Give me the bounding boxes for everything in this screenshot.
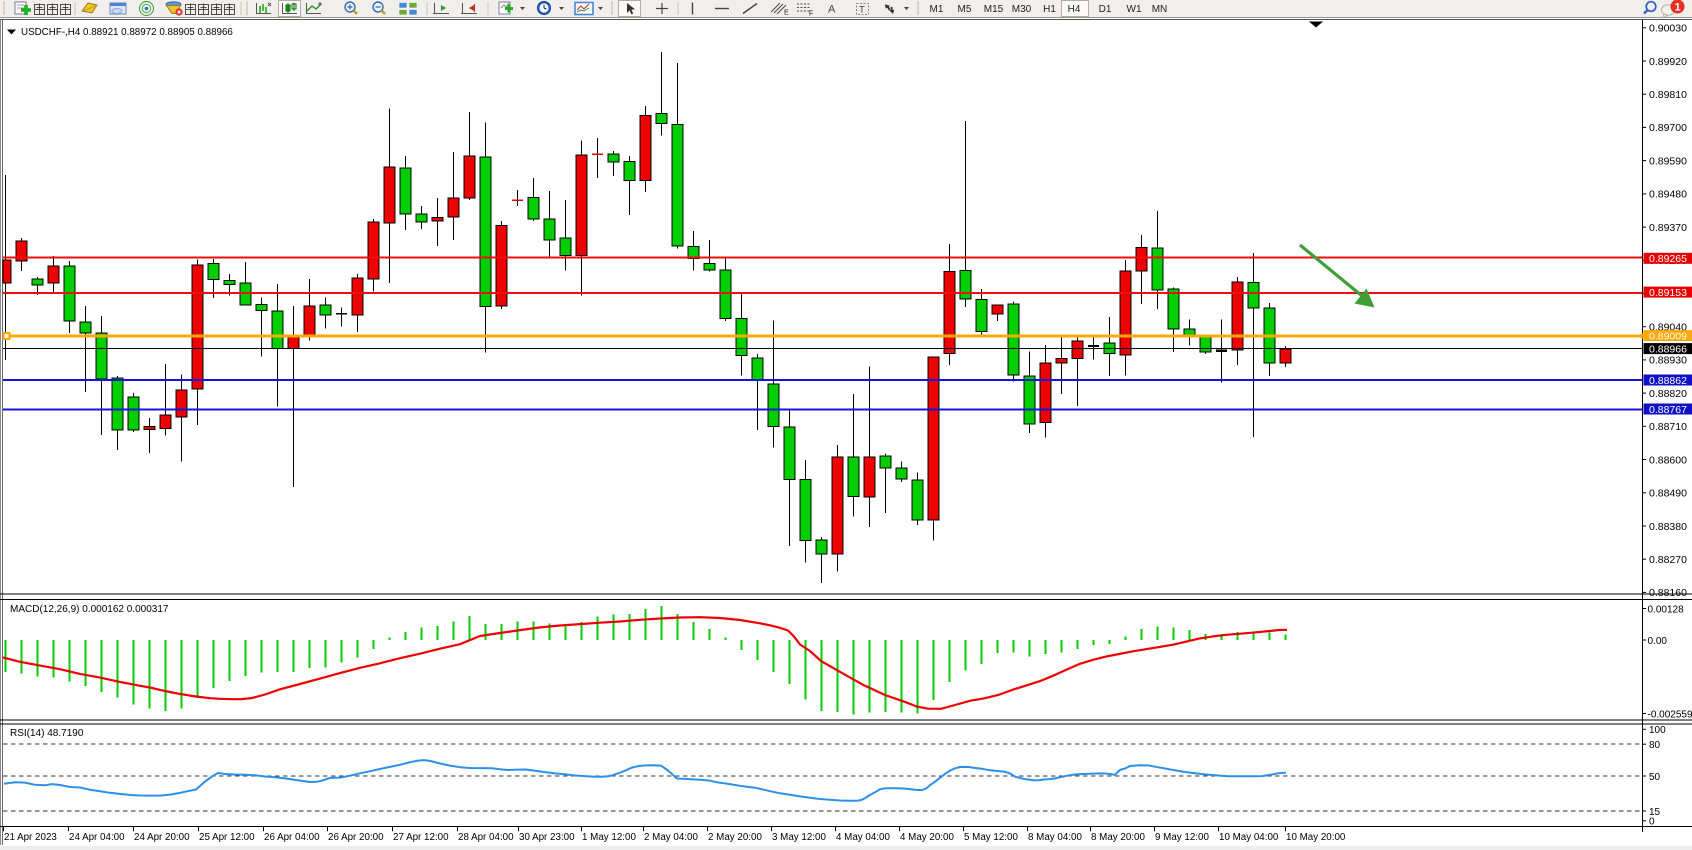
svg-text:E: E xyxy=(784,10,789,17)
svg-text:100: 100 xyxy=(1649,725,1666,736)
svg-text:M5: M5 xyxy=(958,4,972,15)
svg-text:0.89810: 0.89810 xyxy=(1649,89,1687,101)
svg-text:0.88380: 0.88380 xyxy=(1649,521,1687,533)
svg-text:8 May 04:00: 8 May 04:00 xyxy=(1028,832,1082,843)
svg-text:H1: H1 xyxy=(1043,4,1056,15)
svg-text:80: 80 xyxy=(1649,740,1661,751)
svg-text:0.88160: 0.88160 xyxy=(1649,587,1687,599)
svg-text:0.88862: 0.88862 xyxy=(1649,375,1687,387)
svg-text:0.89480: 0.89480 xyxy=(1649,189,1687,201)
svg-text:3 May 12:00: 3 May 12:00 xyxy=(772,832,826,843)
svg-text:0.89590: 0.89590 xyxy=(1649,155,1687,167)
svg-text:0.89153: 0.89153 xyxy=(1649,287,1687,299)
svg-text:1 May 12:00: 1 May 12:00 xyxy=(582,832,636,843)
svg-text:0.89700: 0.89700 xyxy=(1649,122,1687,134)
svg-text:15: 15 xyxy=(1649,807,1661,818)
svg-text:2 May 04:00: 2 May 04:00 xyxy=(644,832,698,843)
svg-text:4 May 04:00: 4 May 04:00 xyxy=(836,832,890,843)
svg-text:USDCHF-,H4 0.88921 0.88972 0.: USDCHF-,H4 0.88921 0.88972 0.88905 0.889… xyxy=(21,27,233,38)
svg-text:24 Apr 04:00: 24 Apr 04:00 xyxy=(69,832,125,843)
svg-text:27 Apr 12:00: 27 Apr 12:00 xyxy=(393,832,449,843)
svg-text:T: T xyxy=(859,5,865,16)
svg-text:M30: M30 xyxy=(1012,4,1032,15)
svg-text:M1: M1 xyxy=(930,4,944,15)
svg-text:9 May 12:00: 9 May 12:00 xyxy=(1155,832,1209,843)
svg-text:W1: W1 xyxy=(1127,4,1142,15)
svg-text:28 Apr 04:00: 28 Apr 04:00 xyxy=(458,832,514,843)
svg-text:0.88966: 0.88966 xyxy=(1649,343,1687,355)
svg-text:24 Apr 20:00: 24 Apr 20:00 xyxy=(134,832,190,843)
svg-text:-0.002559: -0.002559 xyxy=(1648,709,1692,720)
svg-text:RSI(14) 48.7190: RSI(14) 48.7190 xyxy=(10,728,84,739)
svg-text:0.88600: 0.88600 xyxy=(1649,454,1687,466)
svg-text:10 May 04:00: 10 May 04:00 xyxy=(1219,832,1279,843)
svg-text:0.89265: 0.89265 xyxy=(1649,253,1687,265)
svg-text:50: 50 xyxy=(1649,772,1661,783)
svg-text:F: F xyxy=(809,11,813,18)
svg-text:26 Apr 04:00: 26 Apr 04:00 xyxy=(264,832,320,843)
svg-text:0.88930: 0.88930 xyxy=(1649,355,1687,367)
svg-text:0.00128: 0.00128 xyxy=(1648,604,1685,615)
svg-text:4 May 20:00: 4 May 20:00 xyxy=(900,832,954,843)
svg-text:0.89009: 0.89009 xyxy=(1649,330,1687,342)
svg-text:0.88820: 0.88820 xyxy=(1649,388,1687,400)
svg-text:8 May 20:00: 8 May 20:00 xyxy=(1091,832,1145,843)
svg-text:25 Apr 12:00: 25 Apr 12:00 xyxy=(199,832,255,843)
svg-text:21 Apr 2023: 21 Apr 2023 xyxy=(4,832,57,843)
svg-text:MN: MN xyxy=(1152,4,1168,15)
svg-text:0.89370: 0.89370 xyxy=(1649,222,1687,234)
svg-text:0.89920: 0.89920 xyxy=(1649,56,1687,68)
svg-text:0.88270: 0.88270 xyxy=(1649,554,1687,566)
svg-text:0.00: 0.00 xyxy=(1648,636,1668,647)
svg-text:A: A xyxy=(828,4,836,16)
svg-text:10 May 20:00: 10 May 20:00 xyxy=(1286,832,1346,843)
svg-text:M15: M15 xyxy=(984,4,1004,15)
svg-text:2 May 20:00: 2 May 20:00 xyxy=(708,832,762,843)
svg-text:0.88490: 0.88490 xyxy=(1649,488,1687,500)
svg-text:H4: H4 xyxy=(1068,4,1081,15)
svg-text:0: 0 xyxy=(1649,817,1655,828)
svg-text:5 May 12:00: 5 May 12:00 xyxy=(964,832,1018,843)
svg-text:30 Apr 23:00: 30 Apr 23:00 xyxy=(519,832,575,843)
svg-text:0.88767: 0.88767 xyxy=(1649,404,1687,416)
svg-text:0.90030: 0.90030 xyxy=(1649,23,1687,35)
svg-text:26 Apr 20:00: 26 Apr 20:00 xyxy=(328,832,384,843)
svg-text:1: 1 xyxy=(1674,2,1680,14)
svg-text:D1: D1 xyxy=(1099,4,1112,15)
svg-text:MACD(12,26,9) 0.000162 0.00031: MACD(12,26,9) 0.000162 0.000317 xyxy=(10,604,169,615)
svg-text:0.88710: 0.88710 xyxy=(1649,421,1687,433)
